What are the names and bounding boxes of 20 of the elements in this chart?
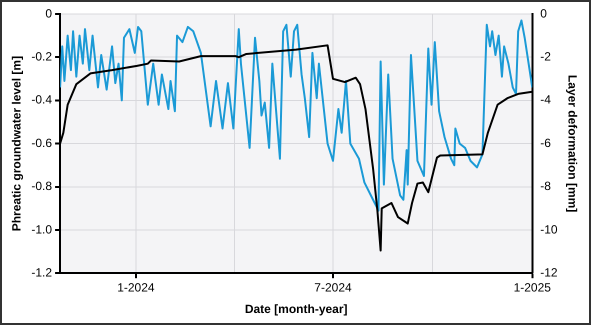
x-axis-title: Date [month-year] xyxy=(244,302,348,316)
y2-tick-label: 0 xyxy=(540,6,548,20)
x-tick-label: 1-2024 xyxy=(117,280,155,295)
y-axis-title: Phreatic groundwater level [m] xyxy=(10,56,24,232)
y-tick-label: -1.2 xyxy=(31,266,52,280)
x-tick-label: 7-2024 xyxy=(314,280,352,295)
y2-tick-label: -10 xyxy=(540,222,558,236)
y2-axis-title: Layer deformation [mm] xyxy=(565,74,580,212)
y2-tick-label: -2 xyxy=(540,50,552,64)
y-tick-label: -0.2 xyxy=(31,50,52,64)
y-tick-label: -0.4 xyxy=(31,92,52,107)
y-tick-label: -0.8 xyxy=(31,179,52,194)
x-tick-label: 1-2025 xyxy=(514,280,552,295)
y2-tick-label: -12 xyxy=(540,266,558,280)
y-tick-label: -0.6 xyxy=(31,136,52,150)
y2-tick-label: -8 xyxy=(540,179,552,194)
y-tick-label: 0 xyxy=(45,6,52,20)
y-tick-label: -1.0 xyxy=(31,222,52,236)
y2-tick-label: -6 xyxy=(540,136,552,150)
y2-tick-label: -4 xyxy=(540,92,552,107)
